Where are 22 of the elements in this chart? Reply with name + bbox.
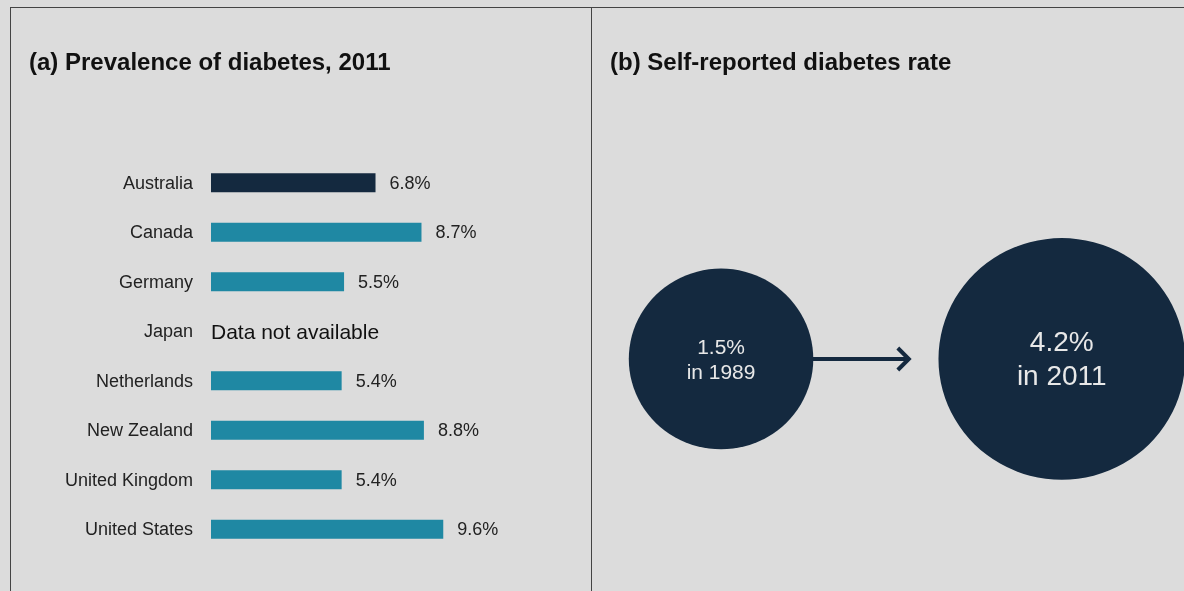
data-label: 5.5% [358,271,400,292]
y-tick-label: Netherlands [95,370,193,391]
data-label: 8.8% [437,420,479,441]
data-label: 5.4% [355,370,397,391]
data-label: 5.4% [355,469,397,490]
data-label: 6.8% [389,172,431,193]
category-label: in 1989 [686,360,756,384]
y-tick-label: Germany [118,271,193,292]
annotation: Data not available [211,319,380,343]
data-label: 1.5% [697,334,745,358]
y-tick-label: Canada [129,222,194,243]
y-tick-label: United Kingdom [64,469,193,490]
text: (b) Self-reported diabetes rate [610,47,952,75]
y-tick-label: Japan [143,321,193,342]
y-tick-label: Australia [122,172,194,193]
category-label: in 2011 [1016,360,1107,392]
chart-title: (a) Prevalence of diabetes, 2011 [29,47,391,75]
y-tick-label: United States [84,519,193,540]
data-label: 8.7% [435,222,477,243]
data-label: 9.6% [457,519,499,540]
y-tick-label: New Zealand [86,420,193,441]
data-label: 4.2% [1029,326,1094,358]
